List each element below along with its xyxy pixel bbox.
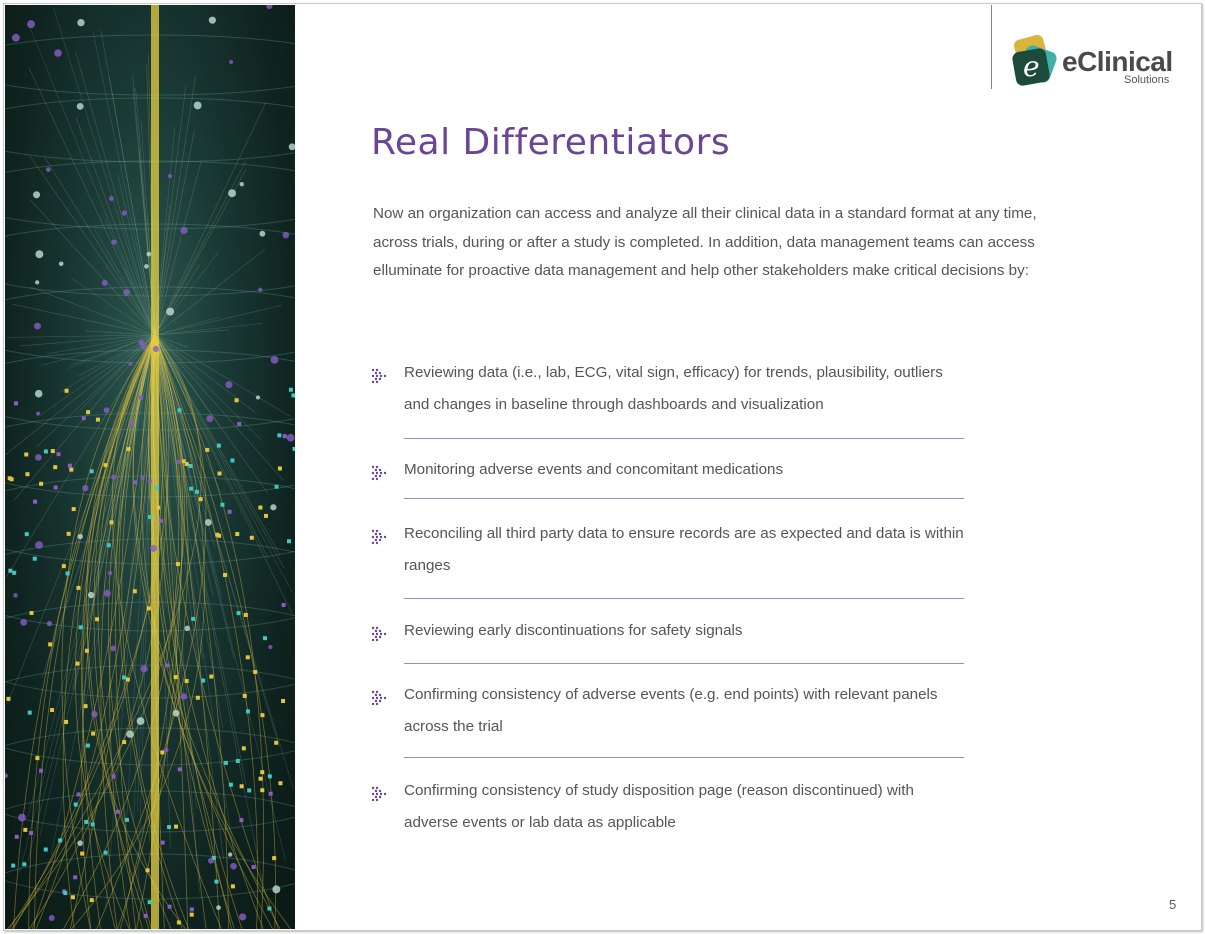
logo-mark-icon: e (1012, 34, 1057, 86)
list-item-text: Confirming consistency of study disposit… (404, 782, 914, 831)
dotted-arrow-icon (371, 622, 387, 654)
dotted-arrow-icon (371, 461, 387, 493)
list-item: Monitoring adverse events and concomitan… (371, 454, 964, 486)
list-item: Confirming consistency of study disposit… (371, 775, 964, 839)
list-item-text: Reconciling all third party data to ensu… (404, 525, 964, 574)
list-item: Reviewing data (i.e., lab, ECG, vital si… (371, 357, 964, 421)
dotted-arrow-icon (371, 525, 387, 557)
list-item: Confirming consistency of adverse events… (371, 679, 964, 743)
dotted-arrow-icon (371, 686, 387, 718)
list-item: Reviewing early discontinuations for saf… (371, 615, 964, 647)
logo-divider (991, 5, 992, 89)
network-visualization-image (5, 5, 295, 929)
list-item: Reconciling all third party data to ensu… (371, 518, 964, 582)
divider (404, 663, 964, 664)
logo-subtitle: Solutions (1124, 74, 1170, 86)
list-item-text: Confirming consistency of adverse events… (404, 686, 938, 735)
list-item-text: Monitoring adverse events and concomitan… (404, 461, 784, 478)
svg-text:e: e (1023, 50, 1040, 83)
dotted-arrow-icon (371, 364, 387, 396)
intro-paragraph: Now an organization can access and analy… (373, 205, 1037, 279)
dotted-arrow-icon (371, 782, 387, 814)
page-number: 5 (1169, 897, 1177, 912)
list-item-text: Reviewing early discontinuations for saf… (404, 622, 743, 639)
page-title: Real Differentiators (371, 122, 731, 163)
divider (404, 498, 964, 499)
differentiators-list: Reviewing data (i.e., lab, ECG, vital si… (371, 357, 964, 839)
divider (404, 757, 964, 758)
divider (404, 598, 964, 599)
divider (404, 438, 964, 439)
logo-wordmark: eClinical (1062, 46, 1173, 77)
list-item-text: Reviewing data (i.e., lab, ECG, vital si… (404, 364, 943, 413)
eclinical-logo: e eClinical Solutions (1008, 34, 1178, 92)
